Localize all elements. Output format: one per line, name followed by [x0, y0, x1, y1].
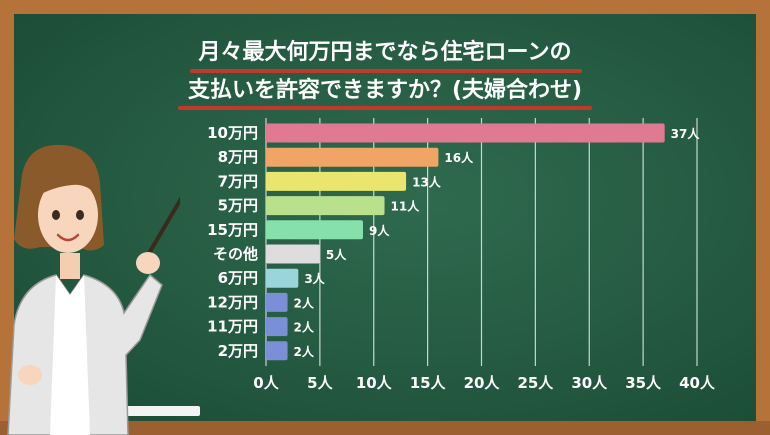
shirt [50, 275, 90, 435]
x-tick-label: 5人 [307, 374, 333, 392]
labels: 0人 5人 10人 15人 20人 25人 30人 35人 40人 10万円 37人 8万円 16人 7万… [207, 124, 716, 392]
face [38, 177, 98, 253]
bar [266, 317, 288, 337]
data-label: 3人 [304, 271, 325, 286]
bar [266, 147, 439, 167]
x-tick-label: 30人 [571, 374, 608, 392]
category-label: 6万円 [218, 269, 258, 287]
bar [266, 196, 385, 216]
data-label: 37人 [671, 126, 701, 141]
title-underline-1 [190, 69, 582, 73]
bar [266, 171, 407, 191]
bar [266, 220, 363, 240]
title-underline-2 [178, 106, 592, 110]
category-label: 7万円 [218, 172, 258, 190]
data-label: 2人 [294, 320, 315, 335]
data-label: 2人 [294, 344, 315, 359]
left-eye [52, 210, 60, 220]
x-tick-label: 25人 [517, 374, 554, 392]
pointer-stick [146, 196, 180, 257]
category-label: 5万円 [218, 197, 258, 215]
bangs [36, 168, 100, 199]
x-tick-label: 0人 [253, 374, 279, 392]
chart-title-line-1: 月々最大何万円までなら住宅ローンの [198, 40, 572, 65]
bars [266, 123, 665, 361]
bar [266, 341, 288, 361]
x-tick-label: 10人 [356, 374, 393, 392]
bar [266, 244, 320, 264]
right-eye [76, 210, 84, 220]
x-tick-label: 20人 [464, 374, 501, 392]
data-label: 11人 [391, 199, 421, 214]
category-label: 2万円 [218, 342, 258, 360]
data-label: 16人 [444, 150, 474, 165]
data-label: 9人 [369, 223, 390, 238]
chalk-tray [0, 421, 770, 435]
data-label: 2人 [294, 295, 315, 310]
neck [60, 253, 80, 279]
data-label: 13人 [412, 174, 442, 189]
category-label: 10万円 [207, 124, 258, 142]
bar [266, 123, 665, 143]
lower-hand [18, 365, 42, 385]
teacher-illustration [7, 144, 180, 435]
category-label: 8万円 [218, 148, 258, 166]
chalkboard [14, 14, 756, 421]
bar [266, 292, 288, 312]
bar [266, 268, 299, 288]
chalk-piece [120, 406, 200, 416]
x-tick-label: 15人 [410, 374, 447, 392]
category-label: 12万円 [207, 293, 258, 311]
data-label: 5人 [326, 247, 347, 262]
mouth [56, 233, 80, 242]
category-label: 15万円 [207, 221, 258, 239]
hand [136, 252, 160, 274]
x-tick-label: 35人 [625, 374, 662, 392]
category-label: 11万円 [207, 318, 258, 336]
chart-title-line-2: 支払いを許容できますか？(夫婦合わせ) [187, 78, 583, 103]
category-label: その他 [213, 245, 258, 263]
x-tick-label: 40人 [679, 374, 716, 392]
